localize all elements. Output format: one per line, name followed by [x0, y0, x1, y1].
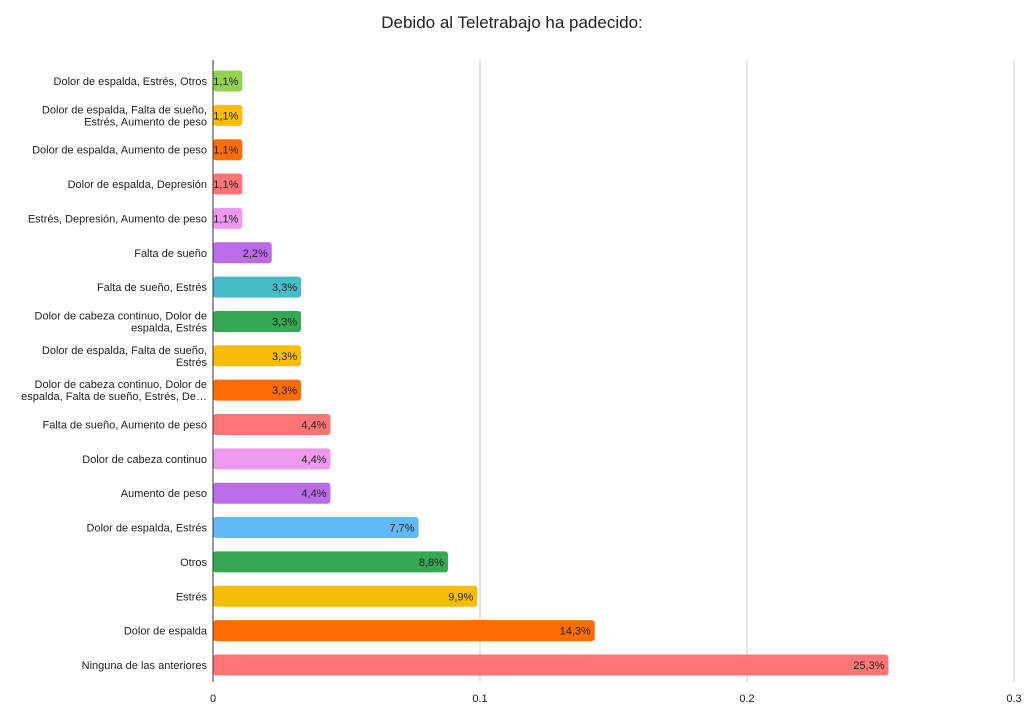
bar: [213, 276, 302, 298]
data-label: 1,1%: [213, 76, 238, 88]
data-label: 4,4%: [301, 420, 326, 432]
category-label: Dolor de espalda, Falta de sueño, Estrés,…: [42, 104, 207, 128]
data-label: 1,1%: [213, 179, 238, 191]
category-label: Estrés, Depresión, Aumento de peso: [28, 213, 207, 225]
category-label: Dolor de espalda, Falta de sueño, Estrés: [42, 345, 208, 369]
category-label: Dolor de espalda, Estrés: [87, 523, 208, 535]
category-label: Dolor de espalda, Depresión: [68, 179, 207, 191]
category-label: Estrés: [176, 591, 208, 603]
category-labels: Dolor de espalda, Estrés, Otros Dolor de …: [21, 76, 208, 672]
category-label: Ninguna de las anteriores: [82, 660, 208, 672]
bar: [213, 104, 243, 126]
category-label: Dolor de cabeza continuo, Dolor de espald…: [35, 310, 208, 334]
bar: [213, 139, 243, 161]
category-label: Dolor de cabeza continuo, Dolor de espald…: [21, 379, 207, 403]
x-tick-label: 0.3: [1006, 693, 1021, 705]
category-label: Dolor de espalda: [124, 626, 208, 638]
bar: [213, 482, 331, 504]
bar: [213, 207, 243, 229]
bar: [213, 620, 595, 642]
x-tick-label: 0.1: [472, 693, 487, 705]
gridlines: [479, 60, 1015, 682]
bar: [213, 242, 272, 264]
category-label: Otros: [180, 557, 207, 569]
category-label: Dolor de espalda, Estrés, Otros: [54, 76, 208, 88]
bar: [213, 551, 448, 573]
category-label: Falta de sueño, Estrés: [97, 282, 208, 294]
data-label: 3,3%: [272, 282, 297, 294]
category-label: Dolor de espalda, Aumento de peso: [32, 145, 207, 157]
category-label: Dolor de cabeza continuo: [82, 454, 207, 466]
category-label: Falta de sueño: [134, 248, 207, 260]
chart-title: Debido al Teletrabajo ha padecido:: [381, 13, 643, 32]
bars: 1,1% 1,1% 1,1% 1,1% 1,1% 2,2% 3,3% 3,3% 3,3% 3,3%…: [213, 70, 889, 676]
data-label: 1,1%: [213, 110, 238, 122]
data-label: 2,2%: [243, 248, 268, 260]
category-label: Aumento de peso: [121, 488, 207, 500]
x-tick-label: 0.2: [739, 693, 754, 705]
bar: [213, 585, 478, 607]
data-label: 8,8%: [419, 557, 444, 569]
data-label: 1,1%: [213, 213, 238, 225]
bar: [213, 654, 889, 676]
data-label: 4,4%: [301, 454, 326, 466]
bar: [213, 414, 331, 435]
bar: [213, 517, 419, 539]
data-label: 9,9%: [448, 591, 473, 603]
data-label: 25,3%: [853, 660, 884, 672]
data-label: 3,3%: [272, 316, 297, 328]
bar: [213, 379, 302, 401]
x-axis-ticks: 0 0.1 0.2 0.3: [210, 693, 1022, 705]
x-tick-label: 0: [210, 693, 216, 705]
bar: [213, 448, 331, 470]
bar: [213, 310, 302, 332]
category-label: Falta de sueño, Aumento de peso: [42, 420, 207, 432]
bar: [213, 173, 243, 195]
data-label: 14,3%: [560, 626, 591, 638]
bar: [213, 70, 243, 92]
data-label: 3,3%: [272, 385, 297, 397]
data-label: 1,1%: [213, 145, 238, 157]
data-label: 7,7%: [390, 523, 415, 535]
bar: [213, 345, 302, 367]
data-label: 4,4%: [301, 488, 326, 500]
data-label: 3,3%: [272, 351, 297, 363]
